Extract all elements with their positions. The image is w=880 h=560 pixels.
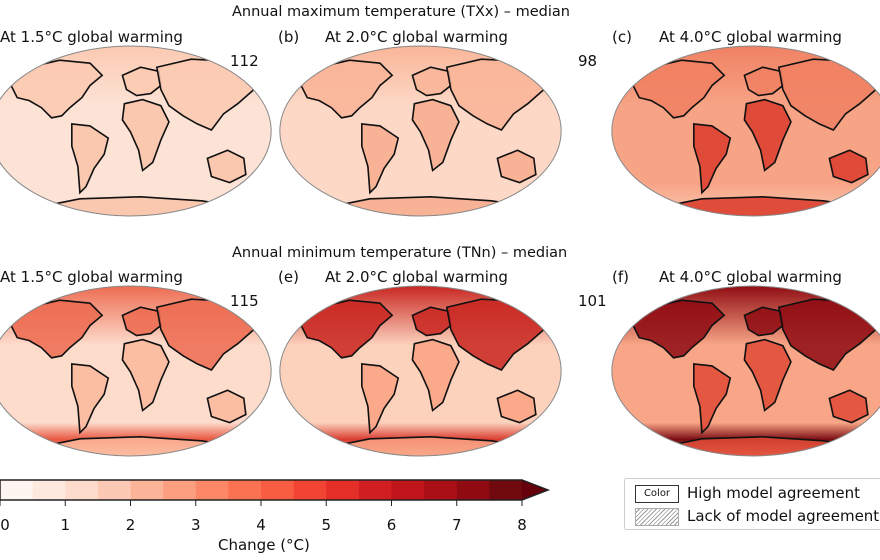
panel-letter: (f) <box>612 268 629 286</box>
colorbar-bin <box>32 480 66 500</box>
map-border <box>611 45 880 217</box>
colorbar-bin <box>228 480 262 500</box>
colorbar-bin <box>489 480 523 500</box>
continent-outline <box>411 338 460 412</box>
colorbar-bin <box>293 480 327 500</box>
world-map-panel <box>279 285 562 457</box>
continent-outline <box>300 299 394 359</box>
legend-high-agreement: High model agreement <box>687 484 860 502</box>
colorbar-bin <box>163 480 197 500</box>
colorbar-bin <box>261 480 295 500</box>
continent-outline <box>632 299 726 359</box>
colorbar-tick-label: 6 <box>386 516 397 534</box>
colorbar-bin <box>195 480 229 500</box>
continent-outline <box>10 59 104 119</box>
panel-title: At 1.5°C global warming <box>0 28 183 46</box>
colorbar-bin <box>130 480 164 500</box>
continent-outline <box>300 59 394 119</box>
continent-outline <box>828 149 869 184</box>
colorbar-bin <box>358 480 392 500</box>
continent-outline <box>632 59 726 119</box>
continent-outline <box>71 123 110 195</box>
continent-outline <box>206 149 247 184</box>
continent-outline <box>411 66 452 97</box>
panel-title: At 2.0°C global warming <box>325 268 508 286</box>
row-title-txx: Annual maximum temperature (TXx) – media… <box>232 4 570 20</box>
continent-outline <box>121 306 162 337</box>
colorbar-bin <box>65 480 99 500</box>
continent-outline <box>496 149 537 184</box>
continent-outline <box>411 306 452 337</box>
world-map-panel <box>279 45 562 217</box>
colorbar-tick-label: 5 <box>321 516 332 534</box>
hatch-swatch <box>635 508 679 526</box>
world-map-panel <box>611 45 880 217</box>
continent-outline <box>361 363 400 435</box>
continent-outline <box>828 389 869 424</box>
colorbar-bin <box>0 480 34 500</box>
colorbar-tick-label: 7 <box>451 516 462 534</box>
continent-outline <box>693 363 732 435</box>
model-count: 115 <box>230 292 259 310</box>
continent-outline <box>206 389 247 424</box>
continent-outline <box>361 123 400 195</box>
colorbar-bin <box>424 480 458 500</box>
colorbar <box>0 479 551 506</box>
colorbar-extend-arrow <box>522 480 548 500</box>
panel-title: At 4.0°C global warming <box>659 268 842 286</box>
model-count: 112 <box>230 52 259 70</box>
model-count: 98 <box>578 52 598 70</box>
continent-outline <box>121 66 162 97</box>
colorbar-bin <box>456 480 490 500</box>
colorbar-tick-label: 3 <box>190 516 201 534</box>
continent-outline <box>743 98 792 172</box>
colorbar-outline <box>0 479 551 501</box>
continent-outline <box>121 338 170 412</box>
continent-outline <box>496 389 537 424</box>
panel-letter: (b) <box>278 28 300 46</box>
panel-letter: (c) <box>612 28 632 46</box>
continent-outline <box>10 299 104 359</box>
panel-title: At 1.5°C global warming <box>0 268 183 286</box>
panel-title: At 2.0°C global warming <box>325 28 508 46</box>
colorbar-bin <box>326 480 360 500</box>
color-swatch: Color <box>635 485 679 503</box>
panel-letter: (e) <box>278 268 299 286</box>
map-border <box>0 45 272 217</box>
colorbar-bin <box>97 480 131 500</box>
colorbar-tick-label: 0 <box>0 516 10 534</box>
panel-title: At 4.0°C global warming <box>659 28 842 46</box>
continent-outline <box>743 66 784 97</box>
legend: Color High model agreement Lack of model… <box>624 478 880 530</box>
colorbar-tick-label: 8 <box>517 516 527 534</box>
world-map-panel <box>0 285 272 457</box>
map-border <box>279 285 562 457</box>
continent-outline <box>693 123 732 195</box>
continent-outline <box>71 363 110 435</box>
colorbar-bin <box>391 480 425 500</box>
continent-outline <box>743 338 792 412</box>
map-border <box>611 285 880 457</box>
colorbar-tick-label: 4 <box>256 516 266 534</box>
legend-lack-agreement: Lack of model agreement <box>687 507 880 525</box>
model-count: 101 <box>578 292 607 310</box>
map-border <box>279 45 562 217</box>
continent-outline <box>121 98 170 172</box>
row-title-tnn: Annual minimum temperature (TNn) – media… <box>232 245 568 261</box>
colorbar-label: Change (°C) <box>218 536 310 554</box>
map-border <box>0 285 272 457</box>
continent-outline <box>411 98 460 172</box>
continent-outline <box>743 306 784 337</box>
colorbar-tick-label: 2 <box>125 516 136 534</box>
colorbar-tick-label: 1 <box>60 516 71 534</box>
world-map-panel <box>611 285 880 457</box>
world-map-panel <box>0 45 272 217</box>
